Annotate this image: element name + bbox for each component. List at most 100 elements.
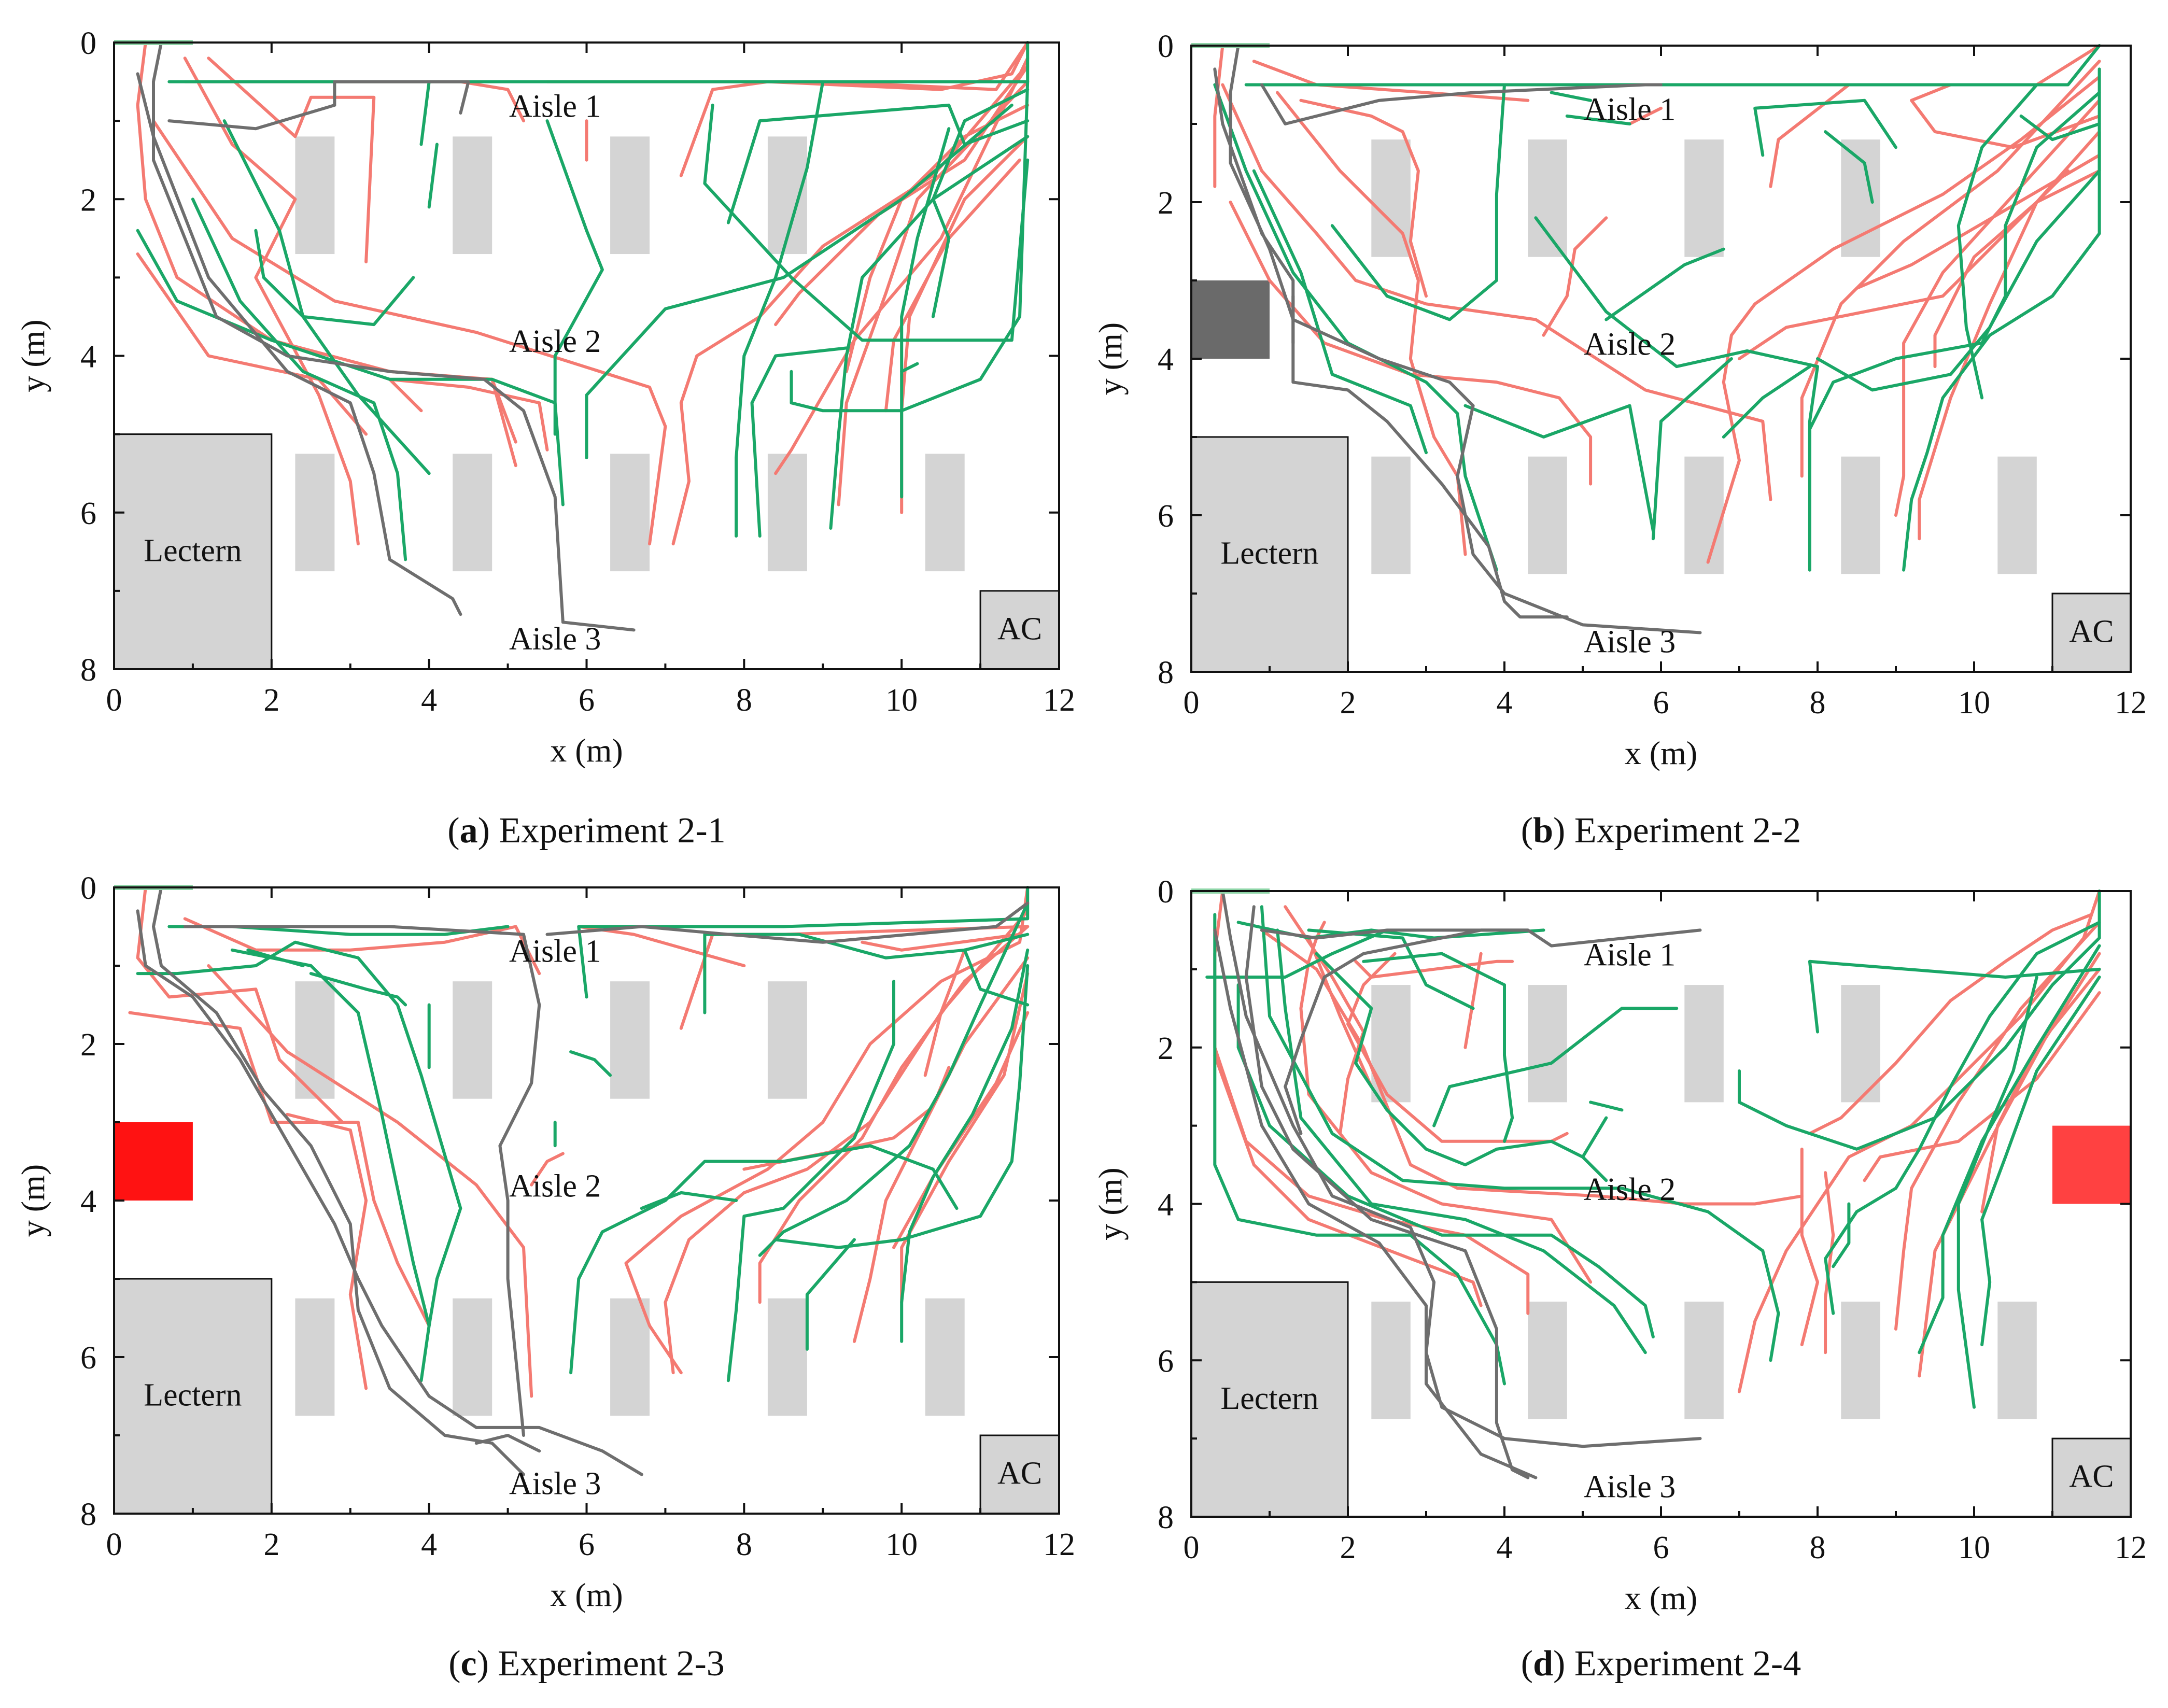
gray-trajectory-4 bbox=[545, 901, 1030, 944]
series-green bbox=[136, 886, 1030, 1382]
green-trajectory-11 bbox=[931, 88, 1030, 318]
lectern-label: Lectern bbox=[1220, 536, 1318, 571]
gray-trajectory-5 bbox=[1213, 928, 1538, 1479]
red-trajectory-7 bbox=[1800, 1147, 1819, 1347]
green-trajectory-15 bbox=[254, 229, 415, 327]
series-gray bbox=[1213, 44, 1702, 634]
x-tick-label: 2 bbox=[1340, 1530, 1356, 1565]
gray-trajectory-1 bbox=[1221, 890, 1702, 1448]
red-trajectory-5 bbox=[286, 1112, 368, 1390]
red-trajectory-7 bbox=[758, 925, 1030, 1304]
green-trajectory-3 bbox=[1260, 905, 1780, 1362]
x-tick-label: 10 bbox=[1958, 685, 1990, 721]
desk-bottom-4 bbox=[767, 1298, 807, 1416]
gray-trajectory-3 bbox=[136, 909, 643, 1476]
gray-trajectory-2 bbox=[136, 72, 462, 616]
x-tick-label: 6 bbox=[579, 683, 595, 718]
desk-top-4 bbox=[767, 981, 807, 1099]
green-trajectory-5 bbox=[703, 103, 1030, 342]
gray-trajectory-2 bbox=[1213, 67, 1569, 619]
x-tick-label: 8 bbox=[736, 683, 752, 718]
desk-bottom-1 bbox=[295, 454, 335, 572]
green-trajectory-7 bbox=[1604, 247, 1725, 321]
desk-top-2 bbox=[1528, 139, 1567, 257]
green-trajectory-5 bbox=[1330, 83, 1506, 321]
x-axis-label: x (m) bbox=[1625, 1579, 1697, 1616]
desk-top-2 bbox=[1528, 985, 1567, 1103]
desk-bottom-2 bbox=[453, 1298, 492, 1416]
green-trajectory-11 bbox=[774, 964, 1030, 1249]
red-trajectory-10 bbox=[837, 80, 1030, 506]
green-trajectory-14 bbox=[569, 1050, 612, 1077]
series-gray bbox=[136, 41, 636, 632]
green-trajectory-7 bbox=[703, 933, 1030, 1014]
red-trajectory-13 bbox=[664, 909, 1030, 1375]
lectern-box bbox=[113, 433, 273, 670]
red-trajectory-6 bbox=[1213, 1053, 1483, 1307]
green-trajectory-3 bbox=[1252, 169, 1428, 455]
green-trajectory-15 bbox=[640, 1191, 738, 1210]
red-trajectory-1 bbox=[136, 886, 344, 1124]
panel-caption: (a) Experiment 2-1 bbox=[447, 811, 726, 851]
y-tick-label: 2 bbox=[1158, 1031, 1174, 1066]
aisle-2-label: Aisle 2 bbox=[509, 324, 601, 359]
y-axis-label: y (m) bbox=[15, 1164, 51, 1237]
red-trajectory-5 bbox=[1299, 921, 1593, 1284]
x-tick-label: 8 bbox=[736, 1527, 752, 1562]
gray-trajectory-5 bbox=[474, 1434, 541, 1453]
green-trajectory-11 bbox=[1808, 959, 2101, 1034]
caption-close-paren: ) bbox=[1553, 1644, 1574, 1684]
gray-trajectory-2 bbox=[183, 925, 541, 1437]
desk-bottom-2 bbox=[1528, 1302, 1567, 1419]
caption-open-paren: ( bbox=[1521, 811, 1533, 851]
y-tick-label: 4 bbox=[80, 340, 96, 375]
desk-top-3 bbox=[1684, 985, 1724, 1103]
aisle-3-label: Aisle 3 bbox=[1584, 624, 1676, 659]
red-trajectory-7 bbox=[1542, 216, 1608, 337]
desk-bottom-1 bbox=[1371, 456, 1411, 574]
green-trajectory-1 bbox=[1244, 44, 2101, 87]
y-tick-label: 8 bbox=[80, 653, 96, 688]
desk-bottom-3 bbox=[1684, 456, 1724, 574]
desk-bottom-3 bbox=[1684, 1302, 1724, 1419]
x-axis-label: x (m) bbox=[550, 1576, 623, 1613]
caption-open-paren: ( bbox=[448, 1644, 460, 1684]
x-tick-label: 0 bbox=[106, 683, 122, 718]
aisle-3-label: Aisle 3 bbox=[1584, 1469, 1676, 1504]
desk-bottom-5 bbox=[925, 1298, 965, 1416]
green-trajectory-18 bbox=[246, 948, 305, 967]
x-tick-label: 8 bbox=[1810, 685, 1826, 721]
green-trajectory-15 bbox=[1824, 921, 2101, 1315]
ac-label: AC bbox=[2069, 1459, 2114, 1494]
x-tick-label: 12 bbox=[2115, 685, 2147, 721]
caption-letter: d bbox=[1533, 1644, 1553, 1684]
red-trajectory-2 bbox=[152, 119, 667, 546]
red-trajectory-15 bbox=[1354, 959, 1514, 979]
desk-top-3 bbox=[610, 136, 650, 255]
green-trajectory-19 bbox=[1722, 365, 1811, 439]
green-trajectory-16 bbox=[1832, 1202, 1851, 1268]
red-trajectory-10 bbox=[1918, 952, 2101, 1378]
gray-trajectory-1 bbox=[152, 41, 636, 632]
desk-bottom-5 bbox=[925, 454, 965, 572]
y-tick-label: 6 bbox=[1158, 499, 1174, 534]
green-trajectory-5 bbox=[1315, 952, 1608, 1182]
caption-text: Experiment 2-1 bbox=[499, 811, 725, 851]
lectern-box bbox=[1190, 1281, 1349, 1518]
series-gray bbox=[1213, 890, 1702, 1479]
red-trajectory-3 bbox=[183, 57, 360, 546]
gray-trajectory-3 bbox=[1260, 83, 1663, 125]
y-tick-label: 8 bbox=[80, 1497, 96, 1532]
red-trajectory-9 bbox=[1706, 75, 2101, 564]
aisle-1-label: Aisle 1 bbox=[1584, 937, 1676, 972]
red-trajectory-1 bbox=[1213, 44, 1224, 188]
green-trajectory-9 bbox=[1651, 357, 1733, 541]
green-trajectory-4 bbox=[230, 948, 431, 1382]
red-trajectory-16 bbox=[774, 57, 1030, 475]
red-trajectory-17 bbox=[490, 377, 517, 468]
caption-text: Experiment 2-3 bbox=[498, 1644, 724, 1684]
x-tick-label: 4 bbox=[1497, 685, 1513, 721]
green-trajectory-18 bbox=[1824, 130, 1874, 204]
lectern-label: Lectern bbox=[144, 533, 242, 568]
x-axis-label: x (m) bbox=[550, 732, 623, 769]
